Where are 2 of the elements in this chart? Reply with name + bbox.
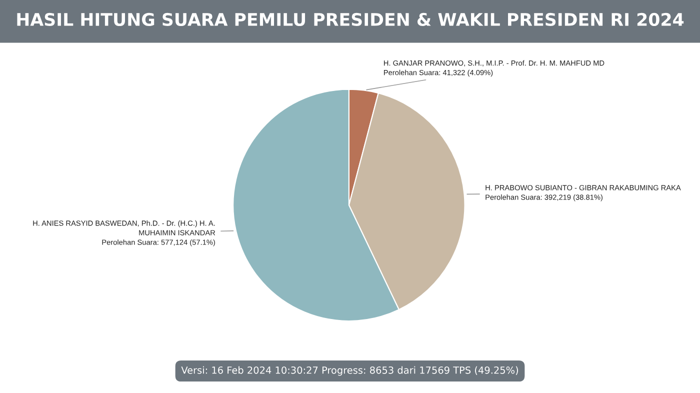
text: Versi: 16 Feb 2024 10:30:27 Progress: 8653 dari 17569 TPS (49.25%) [181,366,518,376]
chart-title: HASIL HITUNG SUARA PEMILU PRESIDEN & WAKIL PRESIDEN RI 2024 [17,12,684,26]
